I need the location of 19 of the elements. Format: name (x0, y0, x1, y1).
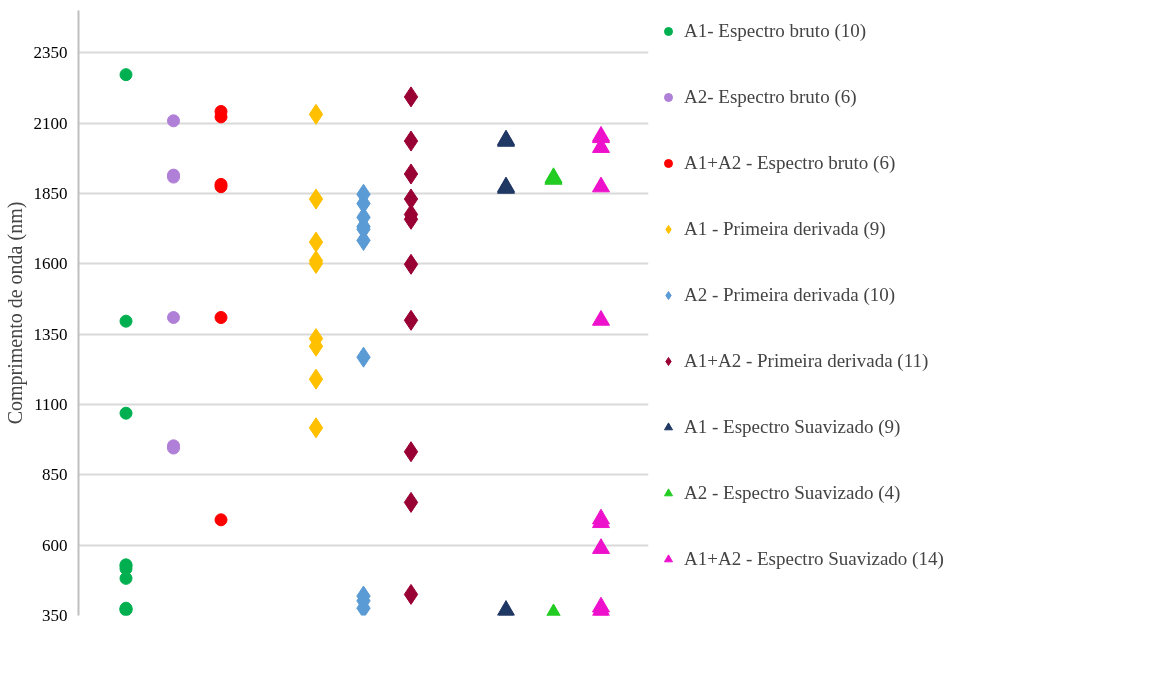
y-tick-label: 2100 (33, 113, 68, 133)
y-tick-label: 1350 (33, 324, 68, 344)
legend-label: A2- Espectro bruto (6) (684, 86, 857, 108)
y-tick-label: 1100 (34, 394, 68, 414)
legend-label: A1+A2 - Espectro bruto (6) (684, 152, 896, 174)
legend-label: A1- Espectro bruto (10) (684, 20, 867, 42)
legend-label: A1+A2 - Primeira derivada (11) (684, 350, 929, 372)
y-tick-label: 1850 (33, 183, 68, 203)
legend-label: A2 - Espectro Suavizado (4) (684, 482, 901, 504)
y-tick-label: 350 (42, 606, 68, 625)
y-tick-label: 600 (42, 535, 68, 555)
legend-label: A1 - Espectro Suavizado (9) (684, 416, 901, 438)
legend-label: A1 - Primeira derivada (9) (684, 218, 886, 240)
y-tick-label: 1600 (33, 254, 68, 274)
y-tick-label: 2350 (33, 43, 68, 63)
y-axis-title: Comprimento de onda (nm) (3, 201, 27, 425)
legend-label: A1+A2 - Espectro Suavizado (14) (684, 548, 944, 570)
legend-label: A2 - Primeira derivada (10) (684, 284, 896, 306)
y-tick-label: 850 (42, 465, 68, 485)
